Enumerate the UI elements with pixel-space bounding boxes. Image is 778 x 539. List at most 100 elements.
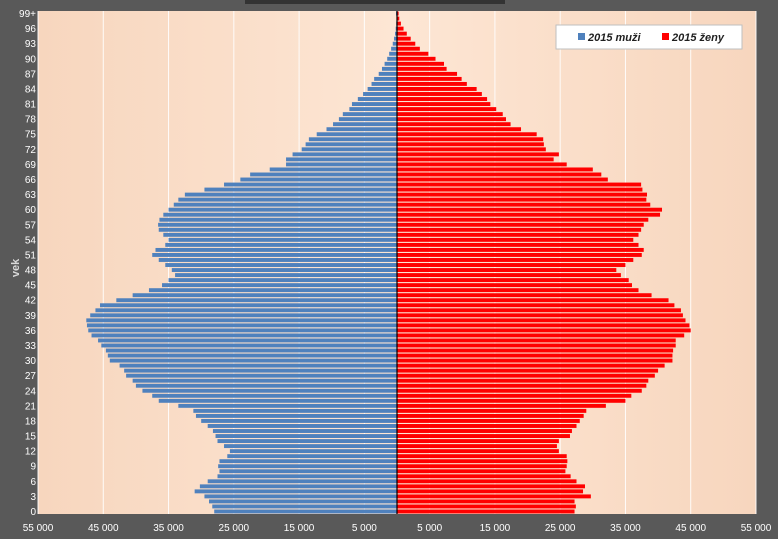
bar-muzi <box>349 107 397 112</box>
bar-muzi <box>132 378 398 383</box>
bar-muzi <box>217 439 397 444</box>
bar-muzi <box>212 429 397 433</box>
bar-muzi <box>163 212 397 217</box>
bar-muzi <box>389 51 397 56</box>
bar-zeny <box>397 152 559 157</box>
bar-muzi <box>367 87 397 91</box>
bar-zeny <box>397 328 691 333</box>
bar-muzi <box>218 464 397 469</box>
bar-zeny <box>397 157 554 162</box>
x-tick-label: 35 000 <box>610 523 641 534</box>
bar-muzi <box>178 403 397 408</box>
x-tick-label: 55 000 <box>741 523 772 534</box>
bar-zeny <box>397 343 676 348</box>
y-tick-label: 93 <box>25 39 37 50</box>
bar-muzi <box>391 46 397 51</box>
bar-zeny <box>397 207 663 212</box>
bar-zeny <box>397 66 447 71</box>
y-axis-tick-labels: 0369121518212427303336394245485154576063… <box>19 9 36 518</box>
bar-muzi <box>152 393 397 398</box>
y-tick-label: 63 <box>25 190 37 201</box>
bar-zeny <box>397 41 416 46</box>
bar-zeny <box>397 182 642 187</box>
bar-muzi <box>124 368 397 373</box>
bar-muzi <box>91 333 398 338</box>
bar-muzi <box>163 232 397 237</box>
y-tick-label: 72 <box>25 145 37 156</box>
bar-muzi <box>168 207 397 212</box>
y-tick-label: 42 <box>25 296 37 307</box>
x-tick-label: 25 000 <box>545 523 576 534</box>
legend: 2015 muži 2015 ženy <box>555 24 743 50</box>
bar-zeny <box>397 449 559 454</box>
bar-zeny <box>397 127 522 132</box>
bar-zeny <box>397 333 685 338</box>
bar-zeny <box>397 268 617 273</box>
bar-zeny <box>397 429 572 433</box>
bar-zeny <box>397 31 407 36</box>
bar-muzi <box>371 81 397 86</box>
bar-muzi <box>158 258 397 262</box>
bar-zeny <box>397 504 576 509</box>
bar-zeny <box>397 363 665 368</box>
bar-zeny <box>397 102 491 107</box>
bar-muzi <box>224 444 397 449</box>
x-axis-tick-labels: 55 000 45 000 35 000 25 000 15 000 5 000 5 000… <box>23 523 772 534</box>
bar-muzi <box>201 418 397 423</box>
y-tick-label: 36 <box>25 326 37 337</box>
bar-zeny <box>397 192 647 197</box>
y-tick-label: 30 <box>25 356 37 367</box>
bar-zeny <box>397 202 651 207</box>
x-tick-label: 45 000 <box>88 523 119 534</box>
bar-zeny <box>397 177 608 182</box>
legend-swatch-zeny <box>662 33 669 40</box>
bar-muzi <box>119 363 397 368</box>
bar-zeny <box>397 398 626 403</box>
bar-muzi <box>308 137 397 142</box>
legend-box <box>555 24 743 50</box>
bar-zeny <box>397 46 420 51</box>
y-tick-label: 84 <box>25 84 37 95</box>
bar-zeny <box>397 353 673 358</box>
bar-zeny <box>397 383 647 388</box>
bar-muzi <box>378 71 397 76</box>
y-tick-label: 54 <box>25 235 37 246</box>
bar-muzi <box>88 328 397 333</box>
y-tick-label: 48 <box>25 266 37 277</box>
y-tick-label: 60 <box>25 205 37 216</box>
bar-zeny <box>397 474 571 479</box>
bar-zeny <box>397 469 566 474</box>
y-tick-label: 21 <box>25 401 37 412</box>
y-tick-label: 0 <box>30 507 36 518</box>
bar-muzi <box>142 388 397 393</box>
bar-muzi <box>175 273 397 278</box>
bar-zeny <box>397 424 577 428</box>
bar-zeny <box>397 434 570 438</box>
bar-muzi <box>301 147 397 152</box>
bar-muzi <box>132 293 398 298</box>
bar-zeny <box>397 61 444 66</box>
bar-zeny <box>397 212 661 217</box>
bar-zeny <box>397 403 606 408</box>
bar-zeny <box>397 258 634 262</box>
bar-muzi <box>148 288 397 293</box>
bar-zeny <box>397 197 647 202</box>
bar-muzi <box>178 197 397 202</box>
bar-muzi <box>152 252 397 257</box>
x-tick-label: 5 000 <box>352 523 377 534</box>
bar-zeny <box>397 348 674 353</box>
bar-zeny <box>397 308 681 313</box>
legend-label-zeny: 2015 ženy <box>671 32 725 44</box>
bar-muzi <box>105 348 397 353</box>
bar-zeny <box>397 232 639 237</box>
bar-zeny <box>397 293 652 298</box>
y-tick-label: 3 <box>30 492 36 503</box>
bar-zeny <box>397 263 626 267</box>
bar-zeny <box>397 71 458 76</box>
bar-zeny <box>397 278 629 283</box>
bar-zeny <box>397 373 655 378</box>
bar-muzi <box>158 227 397 232</box>
bar-zeny <box>397 132 537 137</box>
bar-zeny <box>397 459 568 464</box>
bar-zeny <box>397 87 477 91</box>
